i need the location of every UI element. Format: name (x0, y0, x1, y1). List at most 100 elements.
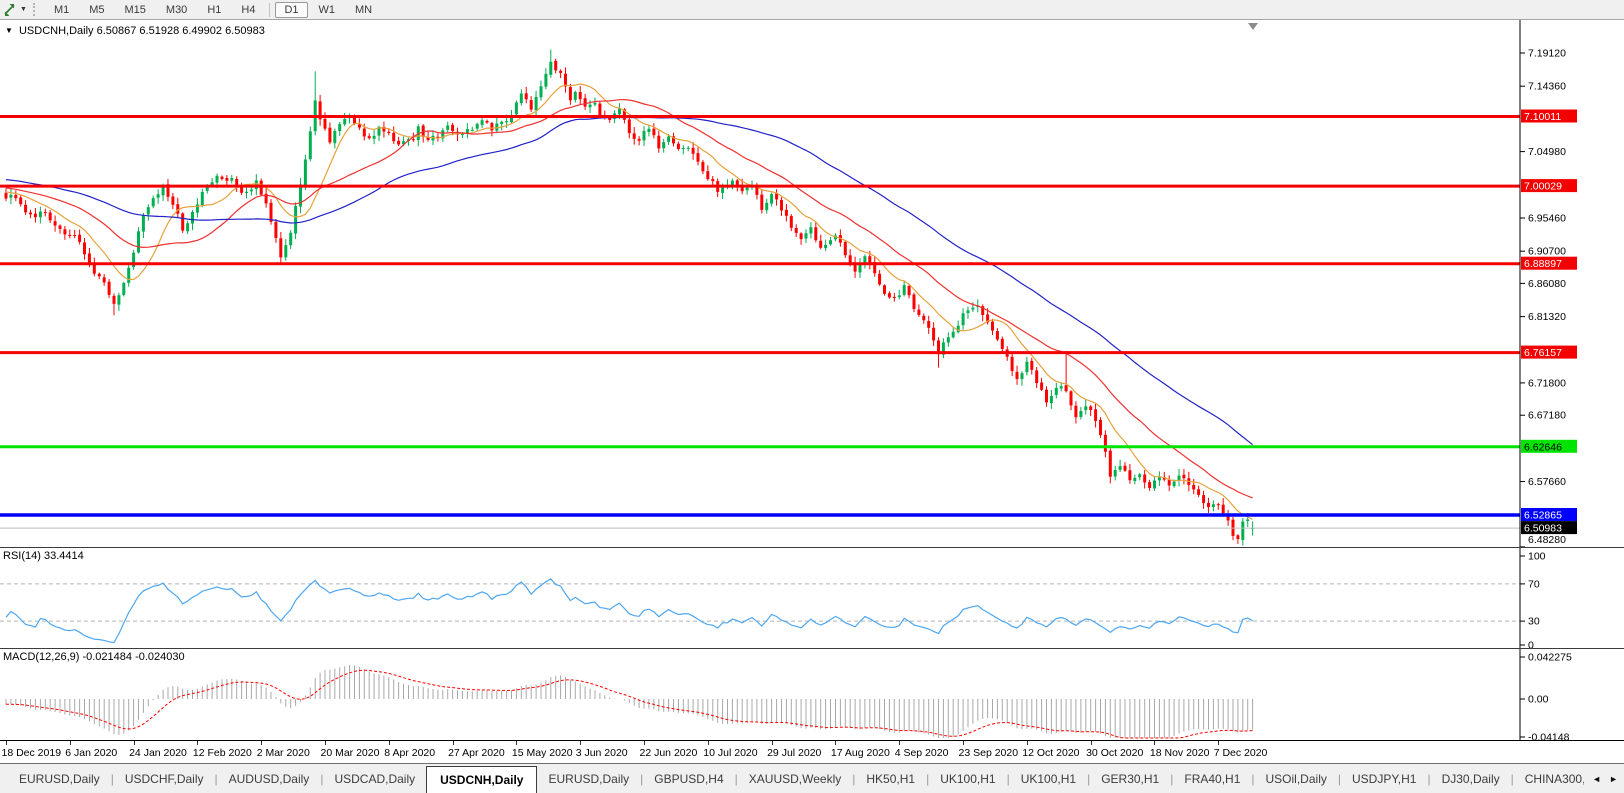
rsi-axis-tick-label: 30 (1528, 616, 1540, 628)
tab-usdchf-daily[interactable]: USDCHF,Daily (124, 771, 204, 786)
candle-body (485, 120, 489, 123)
candle-body (843, 241, 847, 256)
candle-body (740, 184, 744, 192)
tab-usdjpy-h1[interactable]: USDJPY,H1 (1351, 771, 1417, 786)
candle-body (549, 61, 553, 75)
tab-gbpusd-h4[interactable]: GBPUSD,H4 (654, 771, 724, 786)
candle-body (706, 171, 710, 180)
timeframe-button-m1[interactable]: M1 (53, 3, 70, 16)
date-tick (899, 741, 901, 745)
tab-usdcnh-daily[interactable]: USDCNH,Daily (426, 766, 538, 793)
price-level-tag (1521, 256, 1577, 270)
tab-scroll-arrows: ◄ ► (1584, 765, 1624, 793)
macd-axis-tick-label: 0.042275 (1528, 652, 1572, 664)
candle-body (686, 147, 690, 149)
tab-eurusd-daily[interactable]: EURUSD,Daily (548, 771, 630, 786)
tab-scroll-left-icon[interactable]: ◄ (1592, 774, 1602, 784)
candle-body (24, 204, 28, 213)
tab-dj30-daily[interactable]: DJ30,Daily (1441, 771, 1500, 786)
candle-body (657, 135, 661, 149)
candle-body (279, 238, 283, 258)
timeframe-button-m5[interactable]: M5 (89, 3, 105, 16)
tab-eurusd-daily[interactable]: EURUSD,Daily (19, 771, 100, 786)
candle-body (495, 123, 499, 131)
price-chart-svg[interactable]: 7.19120 7.14360 7.04980 6.95460 6.90700 6.860… (0, 20, 1624, 547)
timeframe-button-m15[interactable]: M15 (124, 3, 146, 16)
tab-usdcad-daily[interactable]: USDCAD,Daily (334, 771, 416, 786)
date-label: 17 Aug 2020 (830, 747, 890, 759)
tab-scroll-right-icon[interactable]: ► (1609, 774, 1618, 784)
tab-audusd-daily[interactable]: AUDUSD,Daily (228, 771, 310, 786)
price-axis-tick-label: 6.86080 (1528, 278, 1566, 290)
candle-body (387, 131, 391, 133)
tab-ger30-h1[interactable]: GER30,H1 (1101, 771, 1160, 786)
timeframe-button-w1[interactable]: W1 (318, 3, 336, 16)
candle-body (308, 131, 312, 160)
candle-body (1182, 474, 1186, 479)
candle-body (789, 216, 793, 228)
tab-china300-h1[interactable]: CHINA300,H1 (1524, 771, 1601, 786)
tab-usoil-daily[interactable]: USOil,Daily (1265, 771, 1327, 786)
timeframe-button-h1[interactable]: H1 (207, 3, 222, 16)
candle-body (1133, 477, 1137, 482)
candle-body (451, 124, 455, 131)
rsi-indicator-pane[interactable]: RSI(14) 33.4414 100 70 30 0 (0, 548, 1624, 649)
candle-body (171, 196, 175, 205)
tab-xauusd-weekly[interactable]: XAUUSD,Weekly (748, 771, 842, 786)
collapse-arrow-icon[interactable]: ▼ (5, 26, 13, 35)
candle-body (264, 193, 268, 204)
date-label: 29 Jul 2020 (767, 747, 822, 759)
candle-body (225, 178, 229, 181)
candle-body (824, 244, 828, 249)
macd-axis-tick-label: 0.00 (1528, 694, 1549, 706)
chart-tabs-bar: EURUSD,Daily | USDCHF,Daily | AUDUSD,Daily | U… (0, 763, 1624, 793)
candle-body (411, 139, 415, 141)
macd-svg[interactable]: 0.042275 0.00 -0.04148 (0, 649, 1624, 740)
timeframe-button-m30[interactable]: M30 (165, 3, 188, 16)
candle-body (1207, 502, 1210, 508)
timeframe-button-mn[interactable]: MN (355, 3, 373, 16)
candle-body (932, 327, 936, 341)
candle-body (1113, 470, 1117, 477)
price-chart-pane[interactable]: ▼ USDCNH,Daily 6.50867 6.51928 6.49902 6… (0, 20, 1624, 548)
candle-body (426, 137, 430, 140)
rsi-svg[interactable]: 100 70 30 0 (0, 548, 1624, 648)
candle-body (441, 130, 445, 139)
timeframe-button-h4[interactable]: H4 (241, 3, 256, 16)
tab-fra40-h1[interactable]: FRA40,H1 (1184, 771, 1241, 786)
candle-body (245, 191, 248, 193)
tab-separator: | (1170, 771, 1174, 786)
ma-55-line (5, 116, 1253, 446)
price-level-tag (1521, 345, 1577, 359)
candle-body (1049, 395, 1053, 404)
candle-body (1059, 386, 1063, 389)
tab-uk100-h1[interactable]: UK100,H1 (940, 771, 996, 786)
candle-body (1241, 521, 1245, 540)
candle-body (220, 176, 224, 179)
candle-body (284, 245, 288, 258)
toolbar-grip[interactable] (32, 3, 39, 16)
candle-body (289, 232, 293, 246)
candle-body (235, 178, 239, 186)
tab-hk50-h1[interactable]: HK50,H1 (866, 771, 916, 786)
candle-body (73, 235, 77, 236)
candle-body (1064, 385, 1068, 392)
candle-body (912, 294, 916, 309)
tab-separator: | (734, 771, 738, 786)
candle-body (539, 86, 543, 98)
symbol-period-label: USDCNH,Daily (18, 25, 94, 37)
chart-shift-marker[interactable] (1248, 23, 1258, 30)
macd-indicator-pane[interactable]: MACD(12,26,9) -0.021484 -0.024030 0.0422… (0, 649, 1624, 741)
candle-body (1108, 450, 1112, 477)
timeframe-button-d1[interactable]: D1 (275, 1, 308, 18)
chart-tool-button[interactable]: ▼ (0, 3, 31, 17)
candle-body (68, 234, 72, 236)
macd-signal-line (5, 669, 1253, 739)
candle-body (804, 233, 808, 239)
date-tick (197, 741, 199, 745)
candle-body (402, 141, 405, 145)
tab-uk100-h1[interactable]: UK100,H1 (1020, 771, 1077, 786)
time-axis[interactable]: 18 Dec 2019 6 Jan 2020 24 Jan 2020 12 Feb 2… (0, 741, 1624, 763)
candle-body (892, 297, 896, 298)
date-tick (963, 741, 964, 745)
